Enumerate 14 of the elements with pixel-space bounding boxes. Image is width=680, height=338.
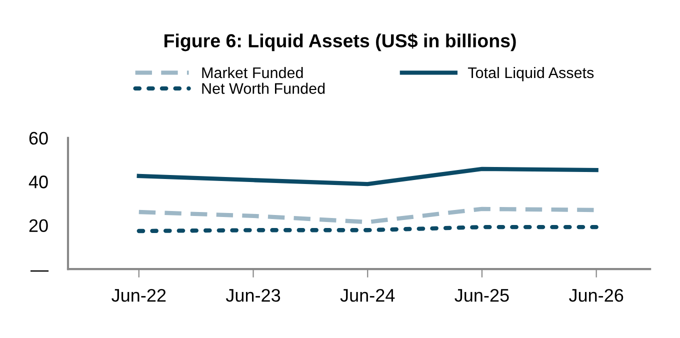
line-series [136, 166, 598, 186]
y-tick-label: 60 [29, 132, 48, 145]
chart-title: Figure 6: Liquid Assets (US$ in billions) [164, 33, 516, 52]
x-tick-label: Jun-25 [454, 288, 509, 302]
x-tick-label: Jun-22 [112, 288, 166, 302]
legend-label: Market Funded [202, 66, 303, 78]
x-tick-label: Jun-23 [226, 288, 280, 302]
legend-label: Net Worth Funded [202, 82, 325, 94]
legend-label: Total Liquid Assets [468, 66, 594, 82]
y-tick-label: 20 [29, 219, 48, 232]
y-tick-label: — [30, 270, 49, 272]
x-tick-label: Jun-24 [340, 288, 395, 302]
y-tick-label: 40 [28, 176, 48, 188]
x-tick-label: Jun-26 [569, 288, 624, 302]
